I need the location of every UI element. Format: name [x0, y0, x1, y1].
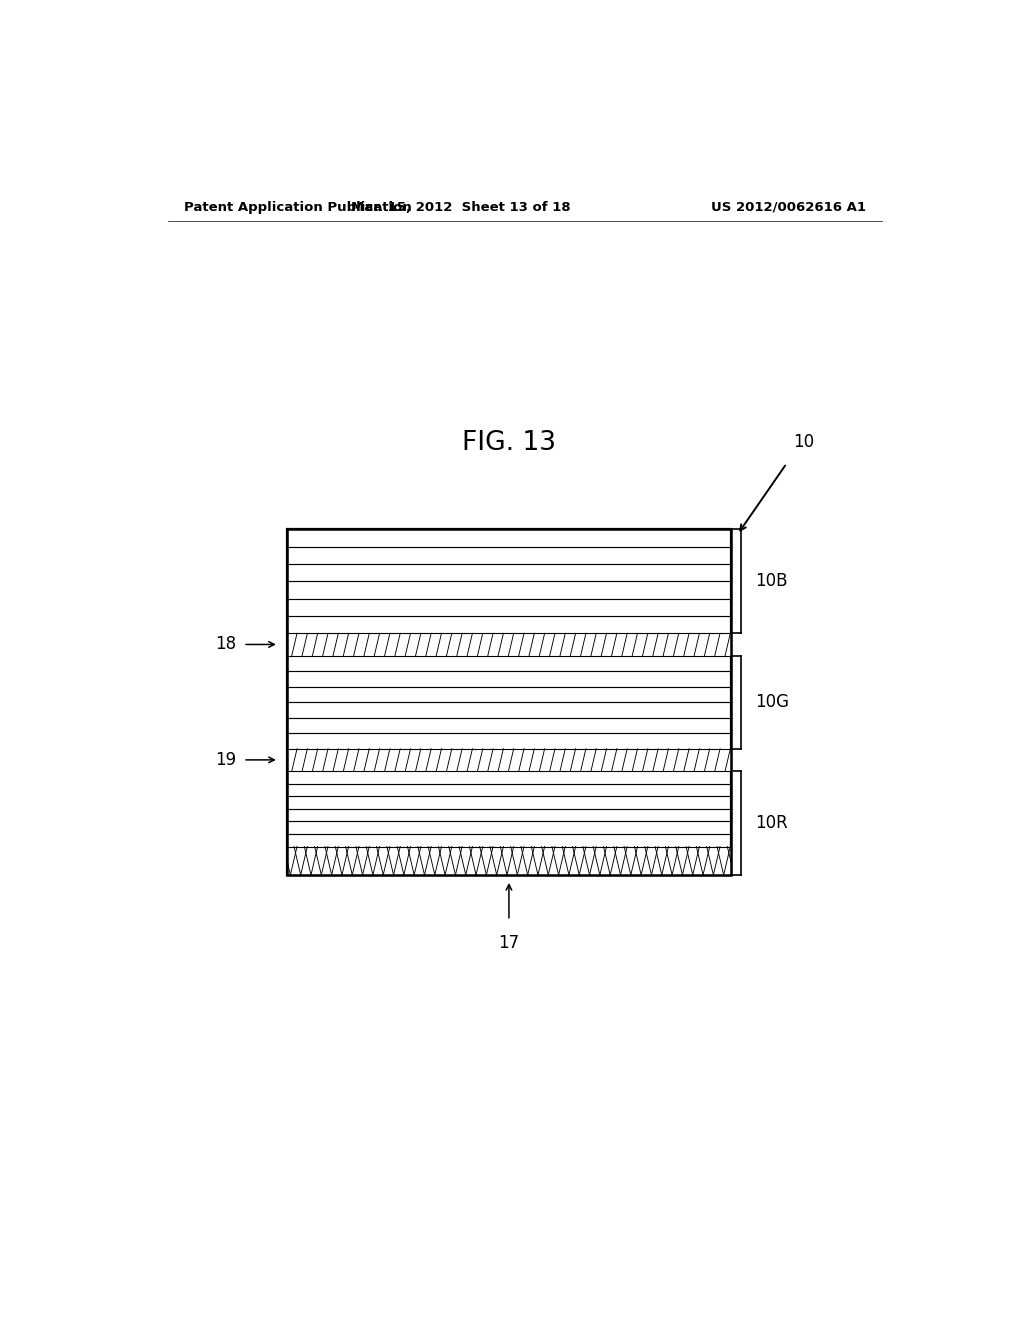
Text: 19: 19 [216, 751, 237, 768]
Text: 10: 10 [793, 433, 814, 451]
Bar [287, 846, 731, 875]
Text: Patent Application Publication: Patent Application Publication [183, 201, 412, 214]
Bar [287, 748, 731, 771]
Text: 10G: 10G [755, 693, 788, 711]
Text: Mar. 15, 2012  Sheet 13 of 18: Mar. 15, 2012 Sheet 13 of 18 [351, 201, 571, 214]
Bar [287, 529, 731, 875]
Bar [287, 634, 731, 656]
Text: 10B: 10B [755, 573, 787, 590]
Text: 10R: 10R [755, 814, 787, 832]
Text: US 2012/0062616 A1: US 2012/0062616 A1 [711, 201, 866, 214]
Text: FIG. 13: FIG. 13 [462, 430, 556, 455]
Text: 17: 17 [499, 935, 519, 952]
Bar [287, 529, 731, 875]
Text: 18: 18 [216, 635, 237, 653]
